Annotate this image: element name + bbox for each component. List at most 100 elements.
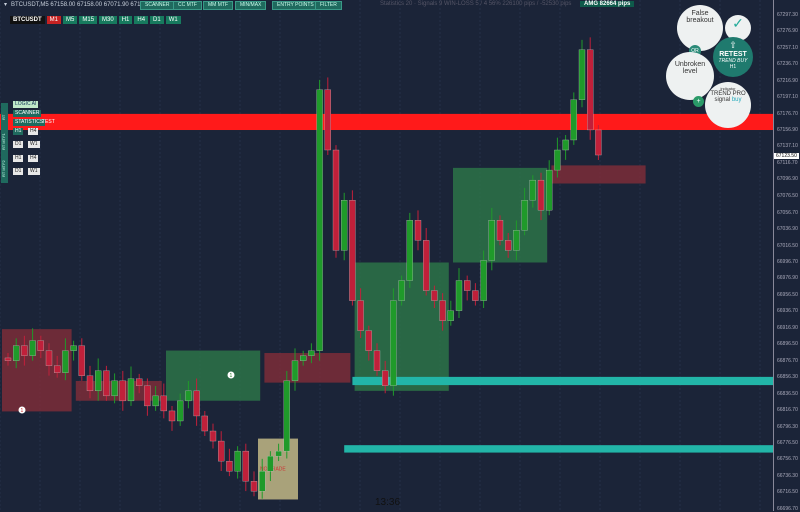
scanner-button[interactable]: SCANNER <box>13 110 42 117</box>
candle-body <box>127 378 135 402</box>
candle-body <box>4 357 12 361</box>
price-tick: 66856.30 <box>777 374 798 381</box>
candle-body <box>13 345 20 361</box>
candle-body <box>119 380 126 402</box>
candle-body <box>390 300 397 386</box>
mtf1-tf-h1[interactable]: H1 <box>13 128 24 135</box>
price-tick: 67076.50 <box>777 193 798 200</box>
price-axis[interactable]: 67297.30 67276.90 67257.10 67236.70 67216.90… <box>773 0 800 512</box>
price-tick: 66896.50 <box>777 341 798 348</box>
teal-level <box>344 445 773 453</box>
min-max-button[interactable]: MIN/MAX <box>235 1 267 10</box>
price-tick: 66996.70 <box>777 258 798 265</box>
price-tick: 66736.30 <box>777 473 798 480</box>
sell-zone <box>551 165 646 184</box>
test-label: TEST <box>42 119 55 125</box>
statistics-button[interactable]: STATISTICS <box>13 119 46 126</box>
timeframe-h4[interactable]: H4 <box>134 16 149 24</box>
candle-body <box>62 350 69 373</box>
candle-body <box>521 200 528 231</box>
candle-body <box>357 300 364 331</box>
candle-body <box>382 370 389 386</box>
filter-button[interactable]: FILTER <box>315 1 342 10</box>
timeframe-m5[interactable]: M5 <box>63 16 78 24</box>
current-price-label: 67123.50 <box>774 153 799 159</box>
candle-body <box>226 460 233 472</box>
candle-body <box>496 220 504 241</box>
candle-body <box>455 280 463 311</box>
rt-mtf2-label: RT MTF2 <box>1 155 8 183</box>
price-tick: 67236.70 <box>777 61 798 68</box>
candle-body <box>464 280 471 291</box>
candle-body <box>275 450 282 457</box>
mtf2-tf-h4[interactable]: H4 <box>28 155 39 162</box>
price-tick: 67056.70 <box>777 209 798 216</box>
price-tick: 67156.90 <box>777 127 798 134</box>
candle-body <box>37 340 44 351</box>
candle-body <box>185 390 192 402</box>
timeframe-w1[interactable]: W1 <box>165 16 181 24</box>
price-tick: 66796.30 <box>777 423 798 430</box>
candle-body <box>513 230 520 251</box>
price-tick: 67116.70 <box>777 160 798 167</box>
retest-trend-buy-badge: ⇧ RETEST TREND BUY H1 <box>713 37 753 77</box>
price-tick: 67096.90 <box>777 176 798 183</box>
scanner-button[interactable]: SCANNER <box>140 1 175 10</box>
candle-body <box>267 455 274 472</box>
price-tick: 67197.10 <box>777 94 798 101</box>
candle-body <box>218 440 225 462</box>
price-tick: 67036.90 <box>777 225 798 232</box>
timeframe-d1[interactable]: D1 <box>150 16 164 24</box>
candle-body <box>505 240 512 251</box>
timeframe-h1[interactable]: H1 <box>118 16 133 24</box>
mtf1-tf-h4[interactable]: H4 <box>28 128 39 135</box>
candle-body <box>70 345 77 351</box>
candle-body <box>332 149 340 251</box>
candle-body <box>439 300 446 321</box>
candle-body <box>54 365 61 373</box>
mtf2-tf-h1[interactable]: H1 <box>13 155 24 162</box>
mm-mtf-button[interactable]: MM MTF <box>203 1 233 10</box>
candle-body <box>111 380 118 397</box>
buy-zone <box>166 350 261 401</box>
timeframe-m30[interactable]: M30 <box>99 16 117 24</box>
candle-body <box>29 340 36 356</box>
candle-body <box>488 220 495 261</box>
candle-timer: 13:36 <box>375 497 401 508</box>
candle-body <box>193 390 200 417</box>
timeframe-m1[interactable]: M1 <box>46 16 62 24</box>
candle-body <box>300 355 307 361</box>
entry-points-button[interactable]: ENTRY POINTS <box>272 1 319 10</box>
candle-body <box>308 350 315 356</box>
logic-ai-button[interactable]: LOGIC AI <box>13 101 39 108</box>
candle-body <box>291 360 299 381</box>
mtf2-tf-d1[interactable]: D1 <box>13 168 24 175</box>
timeframe-m15[interactable]: M15 <box>79 16 98 24</box>
signal-marker <box>18 406 26 414</box>
candle-body <box>554 149 561 171</box>
price-tick: 66816.70 <box>777 407 798 414</box>
false-breakout-badge: False breakout <box>677 5 723 51</box>
mtf1-tf-d1[interactable]: D1 <box>13 141 24 148</box>
price-tick: 66916.90 <box>777 324 798 331</box>
candle-body <box>537 179 545 211</box>
cc-mtf-button[interactable]: CC MTF <box>173 1 202 10</box>
candle-body <box>250 481 258 492</box>
price-tick: 66776.50 <box>777 440 798 447</box>
resistance-band <box>0 113 773 131</box>
mtf1-tf-w1[interactable]: W1 <box>28 141 40 148</box>
amg-pips-badge: AMG 82664 pips <box>580 1 635 7</box>
candle-body <box>86 375 94 392</box>
mtf2-tf-w1[interactable]: W1 <box>28 168 40 175</box>
price-tick: 66696.70 <box>777 505 798 512</box>
price-tick: 66716.50 <box>777 489 798 496</box>
teal-level <box>352 376 773 386</box>
sell-zone <box>2 329 72 412</box>
candle-body <box>316 89 323 351</box>
sell-zone <box>264 353 351 383</box>
price-tick: 66956.50 <box>777 291 798 298</box>
candle-body <box>406 220 413 281</box>
price-tick: 67137.10 <box>777 143 798 150</box>
signal-marker <box>227 371 235 379</box>
